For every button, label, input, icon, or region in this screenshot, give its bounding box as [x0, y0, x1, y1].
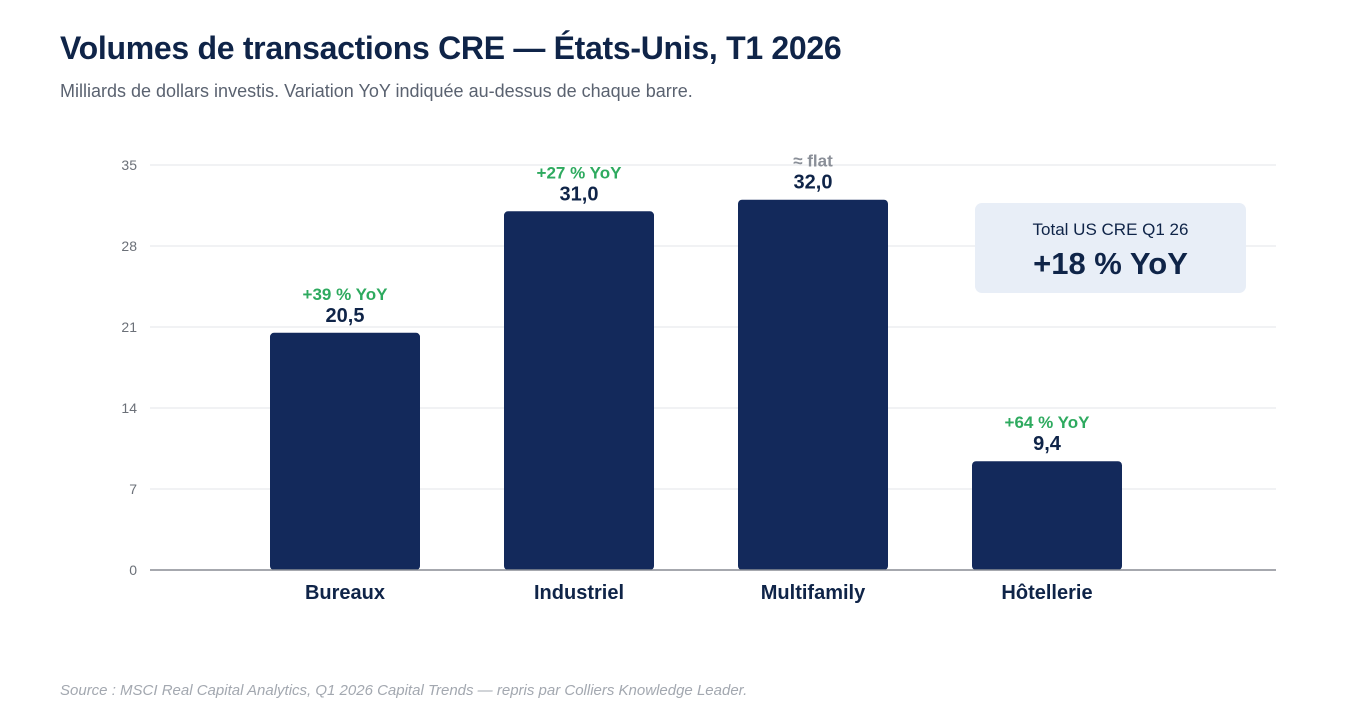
x-category-label: Industriel: [534, 582, 624, 604]
y-tick-label: 14: [121, 400, 137, 416]
y-tick-label: 7: [129, 481, 137, 497]
y-tick-label: 28: [121, 238, 137, 254]
bar-yoy-label: +64 % YoY: [1005, 413, 1091, 432]
chart-title: Volumes de transactions CRE — États-Unis…: [60, 30, 842, 66]
chart-subtitle: Milliards de dollars investis. Variation…: [60, 81, 693, 101]
x-category-label: Multifamily: [761, 582, 866, 604]
x-category-label: Hôtellerie: [1001, 582, 1092, 604]
total-yoy-callout: Total US CRE Q1 26 +18 % YoY: [975, 203, 1246, 293]
callout-value: +18 % YoY: [1033, 246, 1188, 281]
source-note: Source : MSCI Real Capital Analytics, Q1…: [60, 682, 748, 699]
bar: [504, 211, 654, 571]
bar-value-label: 9,4: [1033, 433, 1062, 455]
bar: [270, 332, 420, 570]
bar-yoy-label: +27 % YoY: [537, 163, 623, 182]
x-category-label: Bureaux: [305, 582, 385, 604]
bar-value-label: 20,5: [326, 305, 365, 327]
bar-value-label: 31,0: [560, 183, 599, 205]
bar: [738, 199, 888, 570]
y-tick-label: 0: [129, 562, 137, 578]
bar-yoy-label: ≈ flat: [793, 152, 833, 171]
y-tick-label: 21: [121, 319, 137, 335]
bar: [972, 461, 1122, 570]
bar-yoy-label: +39 % YoY: [303, 285, 389, 304]
y-tick-label: 35: [121, 157, 137, 173]
callout-label: Total US CRE Q1 26: [1032, 220, 1189, 239]
bar-value-label: 32,0: [794, 172, 833, 194]
